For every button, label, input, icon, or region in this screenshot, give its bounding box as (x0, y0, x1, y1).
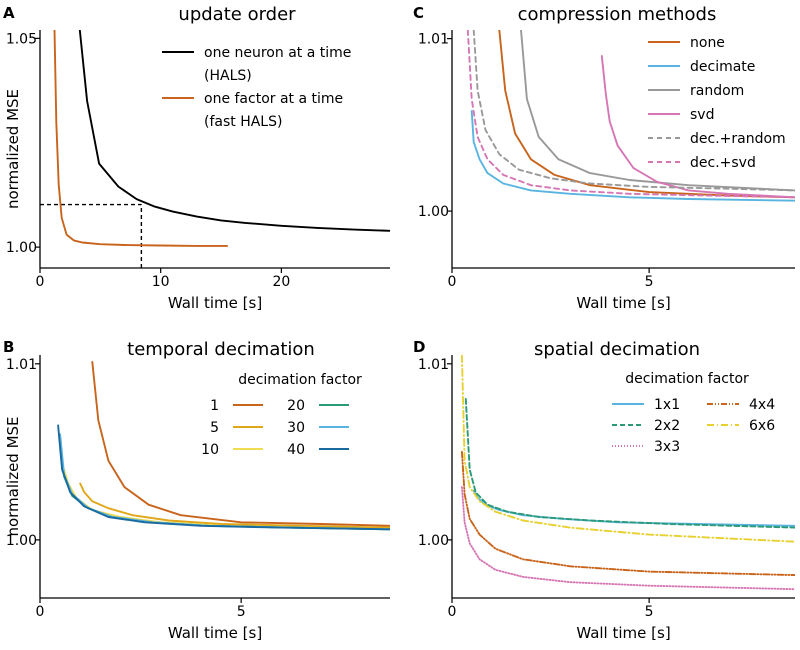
series-line (57, 424, 390, 531)
legend-title: decimation factor (238, 372, 362, 388)
y-tick-label: 1.00 (6, 533, 37, 549)
panel-c: 0 5 1.00 1.01 C compression methods Wall time … (413, 4, 795, 312)
y-tick-label: 1.01 (6, 357, 37, 373)
series-line (460, 355, 795, 543)
x-tick-label: 5 (237, 604, 246, 620)
y-tick-label: 1.00 (418, 204, 449, 220)
plot-area (40, 30, 390, 268)
plot-area (57, 361, 390, 531)
x-tick-label: 5 (645, 274, 654, 290)
y-tick-label: 1.05 (6, 31, 37, 47)
legend-entry-label: decimate (690, 59, 755, 75)
series-line (600, 54, 795, 199)
legend-entry-label: 1x1 (654, 397, 680, 413)
plot-area (460, 355, 795, 591)
series-line (78, 30, 390, 232)
plot-area (466, 30, 795, 202)
y-tick-label: 1.01 (418, 357, 449, 373)
x-tick-label: 0 (448, 274, 457, 290)
series-line (79, 482, 390, 529)
panel-title: compression methods (518, 4, 717, 25)
series-line (470, 110, 795, 202)
series-line (91, 361, 390, 527)
legend-entry-label: none (690, 35, 725, 51)
panel-b: 0 5 1.00 1.01B temporal decimation Wall time … (3, 338, 390, 642)
legend: decimation factor 1 5 10 20 30 40 (201, 372, 362, 458)
legend-entry-label: (HALS) (204, 68, 252, 84)
y-axis-label: normalized MSE (4, 89, 22, 209)
series-line (472, 30, 795, 192)
x-axis-label: Wall time [s] (576, 624, 670, 642)
legend-entry-label: svd (690, 107, 714, 123)
legend: one neuron at a time (HALS) one factor at … (162, 45, 351, 130)
panel-title: spatial decimation (534, 339, 700, 360)
y-tick-label: 1.00 (418, 533, 449, 549)
y-tick-label: 1.01 (418, 32, 449, 48)
x-tick-label: 5 (645, 604, 654, 620)
legend-entry-label: 3x3 (654, 439, 680, 455)
legend-entry-label: 30 (287, 420, 305, 436)
legend: none decimate random svd dec.+random dec.+svd (648, 35, 786, 171)
x-tick-label: 0 (448, 604, 457, 620)
legend-entry-label: one neuron at a time (204, 45, 351, 61)
y-axis-label: normalized MSE (4, 416, 22, 536)
legend-entry-label: 1 (210, 398, 219, 414)
legend-entry-label: 20 (287, 398, 305, 414)
x-axis-label: Wall time [s] (168, 294, 262, 312)
panel-a: 0 10 20 1.00 1.05 A update order Wall time [s] n… (3, 4, 390, 312)
legend-entry-label: (fast HALS) (204, 114, 282, 130)
x-tick-label: 10 (152, 274, 170, 290)
series-line (460, 486, 795, 591)
legend-entry-label: one factor at a time (204, 91, 343, 107)
legend-entry-label: 5 (210, 420, 219, 436)
legend-entry-label: 40 (287, 442, 305, 458)
legend-entry-label: 10 (201, 442, 219, 458)
legend-entry-label: dec.+random (690, 131, 786, 147)
y-tick-label: 1.00 (6, 240, 37, 256)
legend-title: decimation factor (625, 371, 749, 387)
panel-letter: D (413, 338, 425, 356)
series-line (464, 398, 795, 529)
x-tick-label: 20 (272, 274, 290, 290)
panel-letter: A (3, 4, 15, 22)
panel-d: 0 5 1.00 1.01D spatial decimation Wall time [… (413, 338, 795, 642)
panel-title: update order (178, 4, 296, 25)
panel-letter: B (3, 338, 14, 356)
x-tick-label: 0 (36, 274, 45, 290)
legend-entry-label: random (690, 83, 744, 99)
series-line (460, 450, 795, 577)
series-line (466, 30, 795, 199)
x-tick-label: 0 (36, 604, 45, 620)
series-line (53, 30, 229, 247)
series-line (520, 30, 795, 192)
legend-entry-label: 6x6 (749, 418, 775, 434)
x-axis-label: Wall time [s] (576, 294, 670, 312)
legend: decimation factor 1x1 2x2 3x3 4x4 6x6 (612, 371, 775, 455)
panel-letter: C (413, 4, 424, 22)
series-line (498, 30, 795, 199)
x-axis-label: Wall time [s] (168, 624, 262, 642)
legend-entry-label: 2x2 (654, 418, 680, 434)
legend-entry-label: dec.+svd (690, 155, 756, 171)
legend-entry-label: 4x4 (749, 397, 775, 413)
panel-title: temporal decimation (127, 339, 315, 360)
